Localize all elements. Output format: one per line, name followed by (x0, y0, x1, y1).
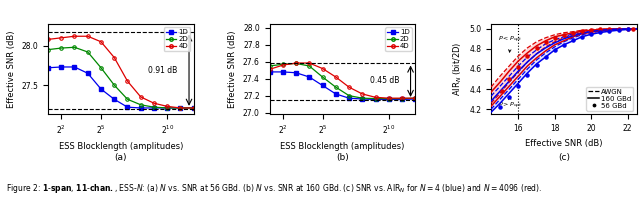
Point (504, 77, 515, 81)
Point (577, 30, 588, 33)
Point (586, 29, 596, 32)
Point (559, 43, 569, 46)
Y-axis label: AIR$_N$ (bit/2D): AIR$_N$ (bit/2D) (451, 42, 463, 96)
Point (595, 28, 605, 31)
Point (522, 54, 532, 58)
Text: (c): (c) (558, 152, 570, 162)
Point (568, 38, 578, 41)
Point (541, 40, 551, 43)
Point (513, 65, 524, 69)
Point (504, 96, 515, 99)
Point (604, 28, 614, 31)
Point (614, 28, 624, 32)
Point (522, 73, 532, 77)
Point (623, 28, 633, 31)
Legend: 1D, 2D, 4D: 1D, 2D, 4D (164, 27, 190, 51)
X-axis label: Effective SNR (dB): Effective SNR (dB) (525, 138, 603, 148)
Point (497, 89, 507, 93)
Point (513, 85, 524, 88)
Point (577, 35, 588, 38)
Point (595, 30, 605, 33)
Point (628, 27, 638, 30)
Text: Figure 2: $\mathbf{1}$-$\mathbf{span}$, $\mathbf{11}$-$\mathbf{chan.}$, ESS-$N$:: Figure 2: $\mathbf{1}$-$\mathbf{span}$, … (6, 182, 543, 195)
Point (531, 63, 541, 67)
Text: (a): (a) (115, 152, 127, 162)
Point (604, 29, 614, 32)
Point (568, 31, 578, 34)
Point (614, 27, 624, 31)
Text: 0.45 dB: 0.45 dB (370, 76, 399, 85)
Legend: 1D, 2D, 4D: 1D, 2D, 4D (385, 27, 412, 51)
Point (559, 33, 569, 36)
X-axis label: ESS Blocklength (amplitudes): ESS Blocklength (amplitudes) (280, 142, 404, 151)
Text: 0.91 dB: 0.91 dB (148, 66, 177, 75)
Text: $P>P_{opt}$: $P>P_{opt}$ (499, 97, 523, 111)
Point (531, 46, 541, 49)
Point (586, 32, 596, 35)
Legend: AWGN, 160 GBd, 56 GBd: AWGN, 160 GBd, 56 GBd (586, 86, 634, 111)
Point (550, 36, 560, 39)
Y-axis label: Effective SNR (dB): Effective SNR (dB) (228, 30, 237, 108)
Point (623, 27, 633, 30)
Point (495, 106, 506, 109)
Point (541, 55, 551, 59)
Y-axis label: Effective SNR (dB): Effective SNR (dB) (7, 30, 16, 108)
Text: $P<P_{opt}$: $P<P_{opt}$ (499, 34, 523, 52)
Point (550, 48, 560, 51)
Text: (b): (b) (336, 152, 349, 162)
X-axis label: ESS Blocklength (amplitudes): ESS Blocklength (amplitudes) (59, 142, 183, 151)
